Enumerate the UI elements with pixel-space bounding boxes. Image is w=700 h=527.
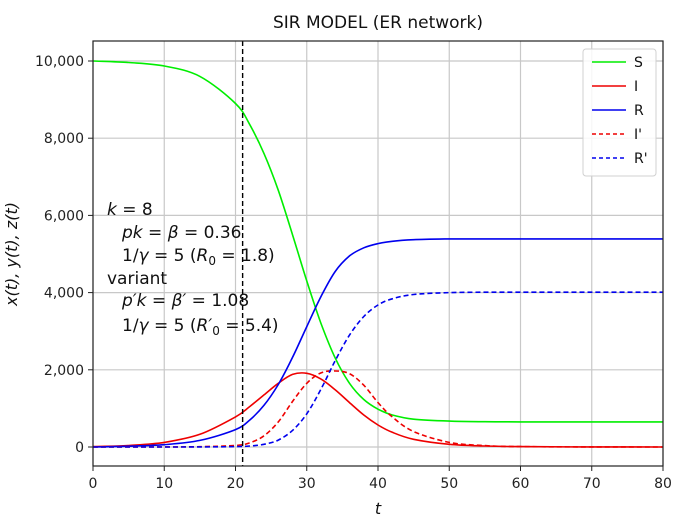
y-tick-label: 10,000 (35, 54, 84, 70)
x-tick-label: 10 (155, 476, 173, 492)
y-tick-label: 0 (75, 440, 84, 456)
x-axis-label: t (375, 499, 382, 518)
legend-label: I' (634, 127, 642, 143)
y-tick-label: 2,000 (44, 363, 84, 379)
legend-label: S (634, 55, 643, 71)
series-r-prime-curve (93, 291, 663, 448)
series-s-curve (92, 60, 663, 423)
annotation-line-4: variant (107, 269, 167, 289)
legend-label: R' (634, 151, 648, 167)
y-axis-label: x(t), y(t), z(t) (2, 202, 21, 307)
data-curves (92, 60, 664, 448)
legend-label: I (634, 79, 638, 95)
x-axis-ticks: 0 10 20 30 40 50 60 70 80 (89, 466, 672, 492)
x-tick-label: 0 (89, 476, 98, 492)
x-tick-label: 60 (512, 476, 530, 492)
x-tick-label: 80 (654, 476, 672, 492)
parameter-annotation: k = 8 pk = β = 0.36 1/γ = 5 (R0 = 1.8) v… (107, 200, 279, 338)
chart-title: SIR MODEL (ER network) (273, 13, 483, 33)
legend-label: R (634, 103, 644, 119)
y-tick-label: 4,000 (44, 286, 84, 302)
series-i-curve (92, 372, 664, 448)
annotation-line-1: k = 8 (107, 200, 153, 220)
y-axis-ticks: 0 2,000 4,000 6,000 8,000 10,000 (35, 54, 93, 456)
series-r-curve (92, 238, 663, 448)
annotation-line-3: 1/γ = 5 (R0 = 1.8) (122, 246, 275, 268)
x-tick-label: 30 (298, 476, 316, 492)
legend: SIR I' R' (582, 48, 657, 177)
x-tick-label: 50 (440, 476, 458, 492)
legend-box (582, 48, 657, 177)
x-tick-label: 20 (227, 476, 245, 492)
y-tick-label: 6,000 (44, 208, 84, 224)
x-tick-label: 70 (583, 476, 601, 492)
x-tick-label: 40 (369, 476, 387, 492)
annotation-line-5: p′k = β′ = 1.08 (121, 291, 249, 311)
annotation-line-6: 1/γ = 5 (R′0 = 5.4) (122, 316, 279, 338)
y-tick-label: 8,000 (44, 131, 84, 147)
annotation-line-2: pk = β = 0.36 (121, 223, 241, 243)
